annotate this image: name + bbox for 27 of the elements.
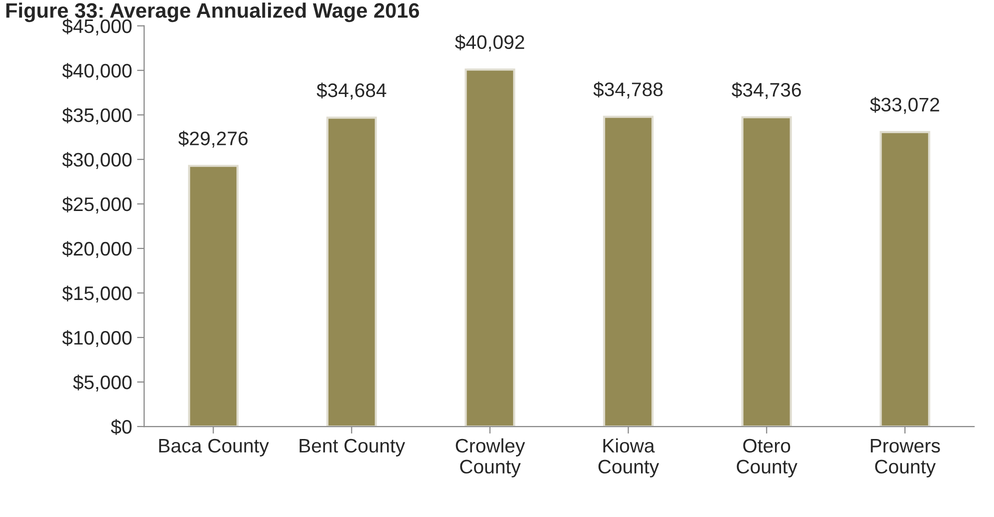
bar xyxy=(188,164,239,427)
y-tick-label: $35,000 xyxy=(62,108,132,124)
data-label: $29,276 xyxy=(178,130,248,148)
y-tick-label: $5,000 xyxy=(73,374,132,392)
bar xyxy=(880,131,930,427)
bar xyxy=(603,116,654,427)
data-label: $40,092 xyxy=(455,34,524,52)
y-tick-label: $20,000 xyxy=(62,241,132,258)
bar xyxy=(326,116,377,427)
x-tick-label: Crowley County xyxy=(456,438,526,478)
data-label: $33,072 xyxy=(870,96,940,114)
y-tick-label: $0 xyxy=(110,419,132,435)
data-label: $34,684 xyxy=(316,82,386,100)
bar xyxy=(741,116,792,427)
x-tick-label: Otero County xyxy=(736,438,798,478)
y-tick-label: $30,000 xyxy=(62,152,132,169)
data-label: $34,788 xyxy=(593,82,663,99)
x-tick-label: Bent County xyxy=(300,438,406,456)
y-tick-label: $40,000 xyxy=(62,63,132,80)
bar xyxy=(464,68,516,427)
y-tick-label: $10,000 xyxy=(62,330,132,348)
x-tick-label: Kiowa County xyxy=(598,438,660,478)
x-tick-label: Baca County xyxy=(159,438,269,456)
x-tick-label: Prowers County xyxy=(870,439,940,478)
y-tick-label: $15,000 xyxy=(62,286,132,302)
data-label: $34,736 xyxy=(732,82,801,100)
y-tick-label: $25,000 xyxy=(62,196,132,214)
